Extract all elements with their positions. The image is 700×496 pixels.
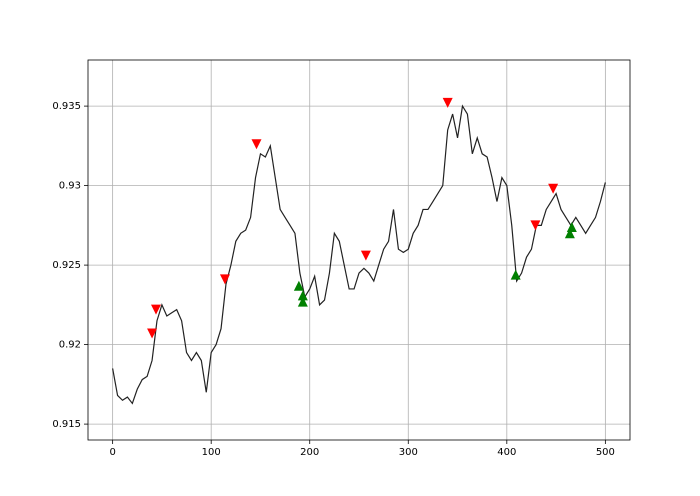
sell-marker	[530, 220, 541, 231]
buy-marker	[297, 290, 308, 301]
y-tick-label: 0.93	[59, 181, 81, 192]
sell-marker	[219, 274, 230, 285]
buy-marker	[510, 269, 521, 280]
buy-marker	[293, 280, 304, 291]
x-tick-label: 500	[596, 447, 615, 458]
sell-marker	[548, 183, 559, 194]
y-tick-label: 0.92	[59, 340, 81, 351]
buy-marker	[566, 221, 577, 232]
y-tick-label: 0.935	[52, 101, 81, 112]
y-tick-label: 0.915	[52, 419, 81, 430]
sell-marker	[360, 250, 371, 261]
x-tick-label: 100	[202, 447, 221, 458]
sell-marker	[150, 304, 161, 315]
plot-frame	[87, 59, 631, 441]
sell-marker	[442, 97, 453, 108]
buy-marker	[564, 228, 575, 239]
sell-marker	[251, 139, 262, 150]
x-tick-label: 300	[399, 447, 418, 458]
buy-marker	[297, 296, 308, 307]
x-tick-label: 0	[109, 447, 115, 458]
x-tick-label: 200	[300, 447, 319, 458]
x-tick-label: 400	[497, 447, 516, 458]
sell-marker	[147, 328, 158, 339]
price-line	[112, 104, 606, 405]
y-tick-label: 0.925	[52, 260, 81, 271]
